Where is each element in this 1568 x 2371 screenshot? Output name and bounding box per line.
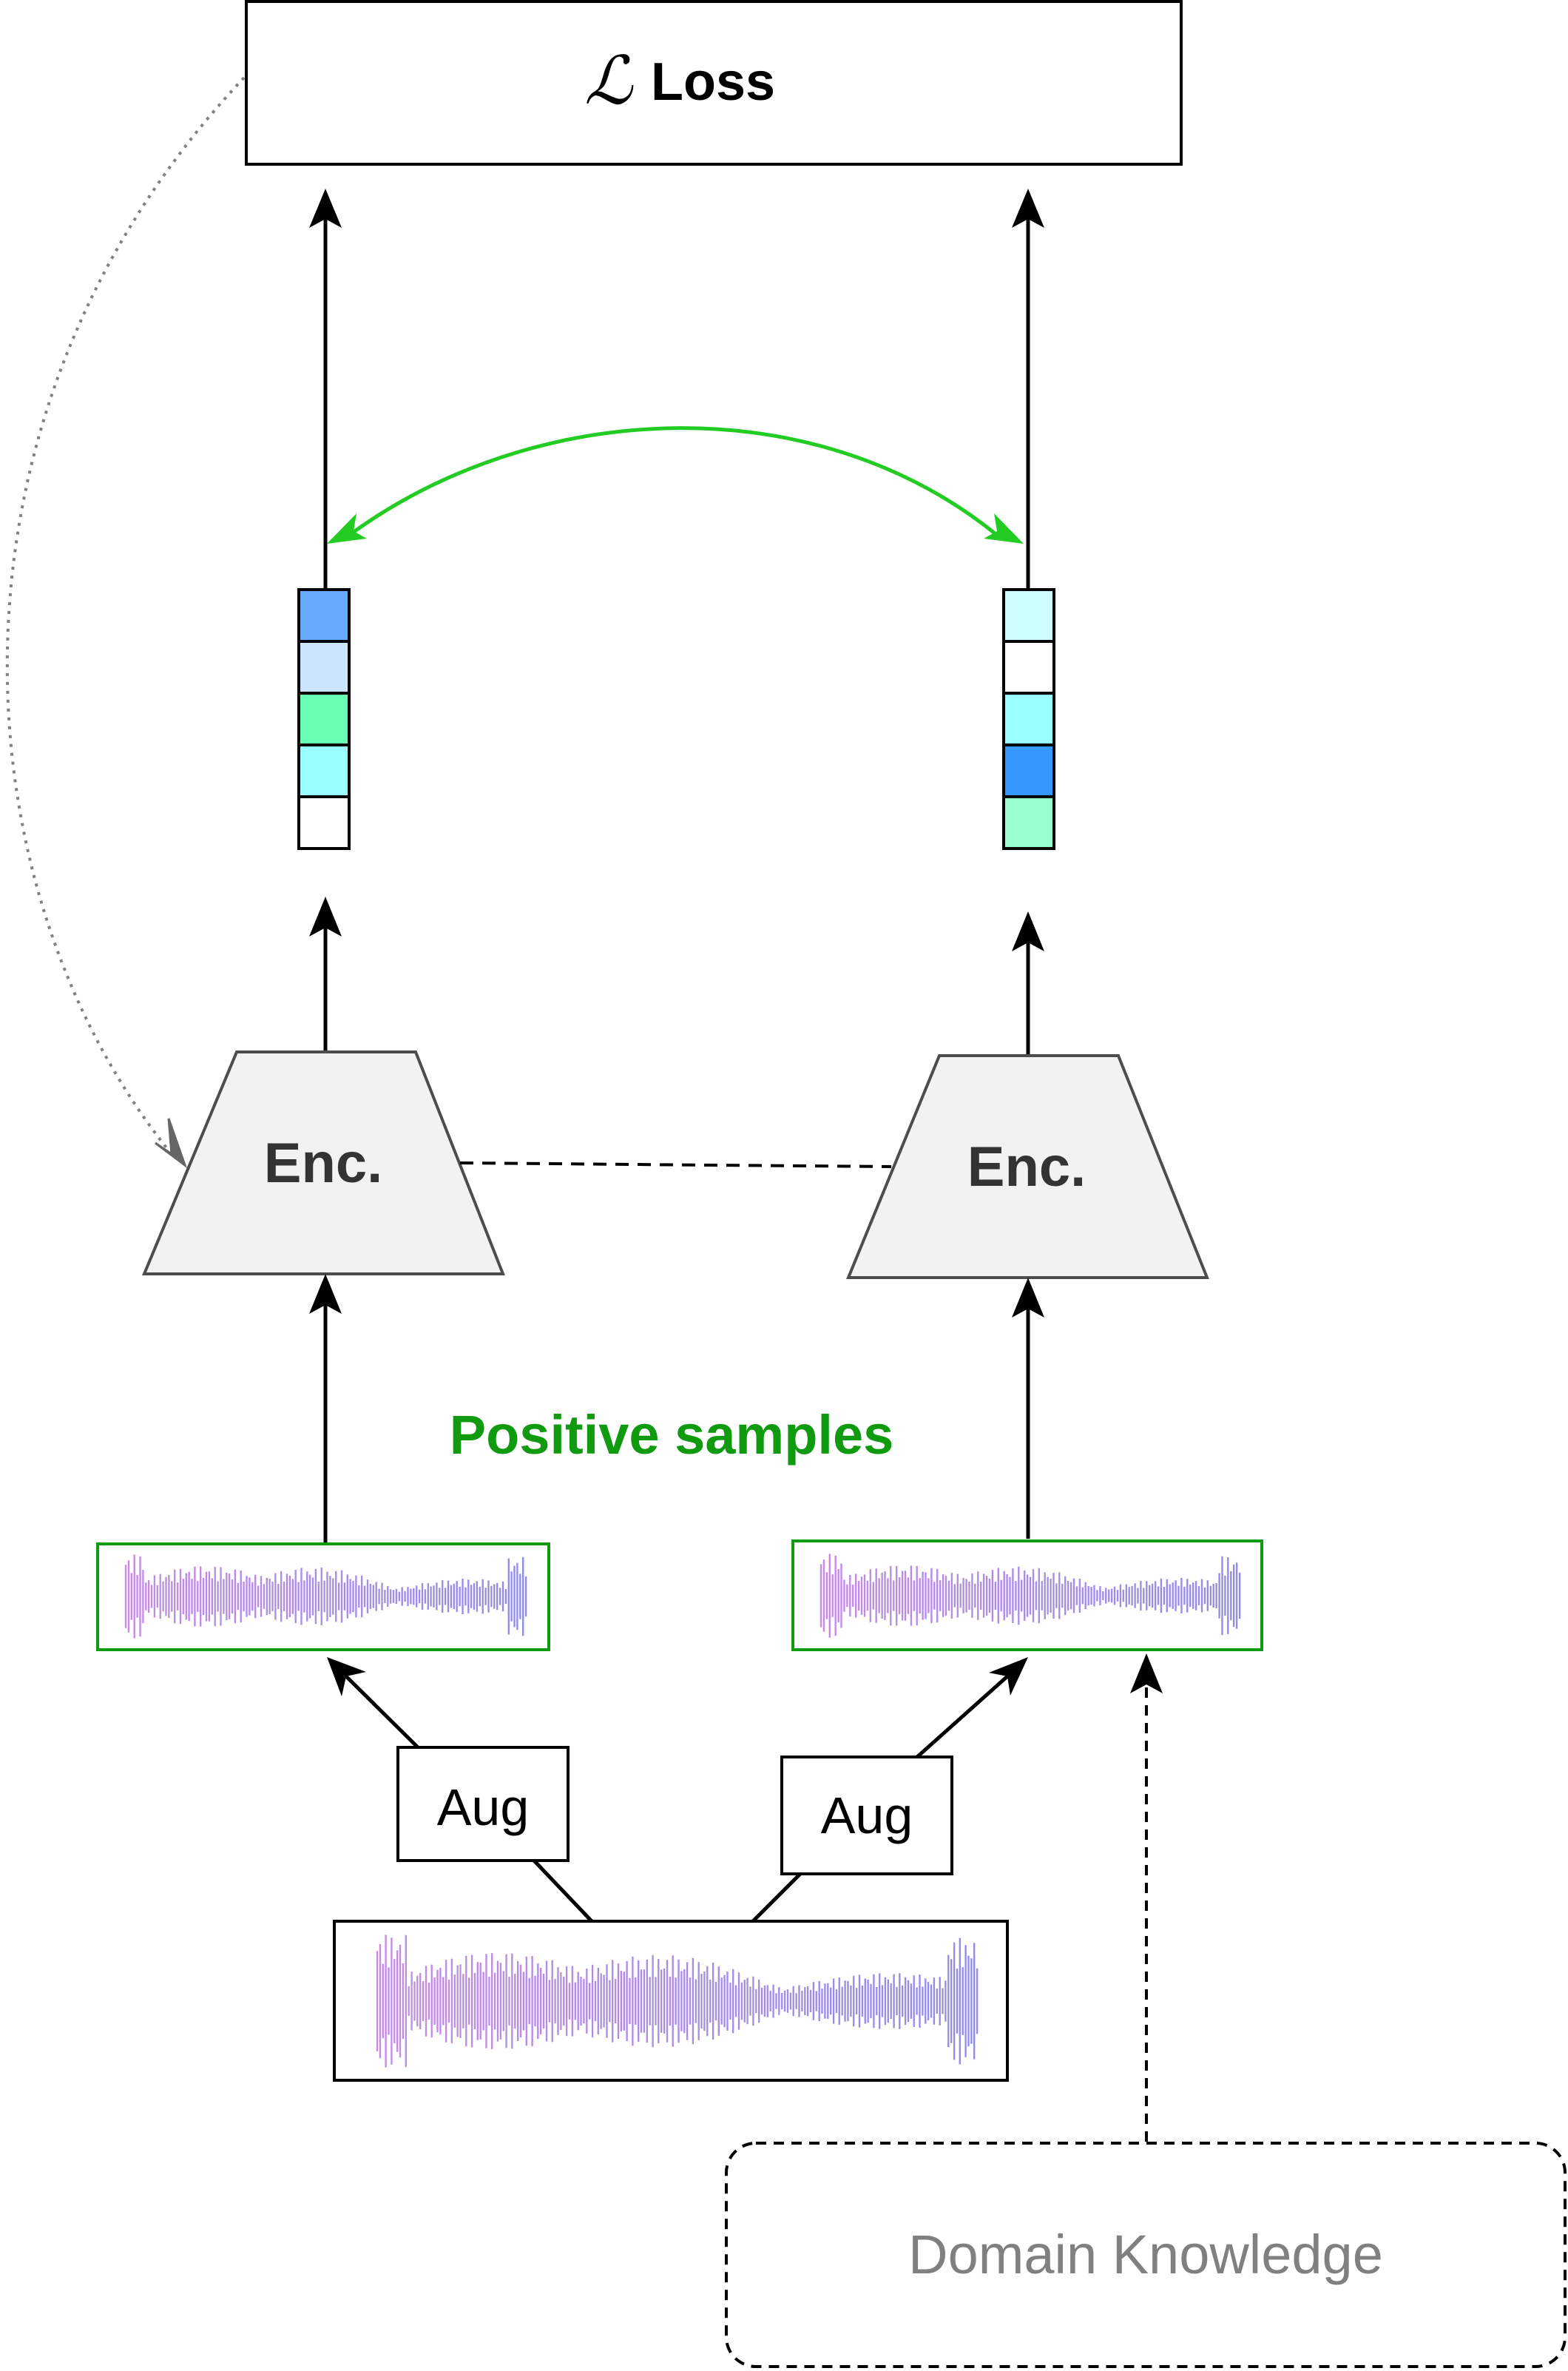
right-sample-waveform <box>820 1554 1241 1638</box>
left-encoder-input-arrow <box>309 1274 342 1542</box>
right-embedding-cell <box>1002 743 1055 798</box>
left-aug-label: Aug <box>437 1778 530 1836</box>
left-aug-arrow <box>327 1657 419 1749</box>
left-output-arrow <box>309 189 342 588</box>
loss-feedback-arrow <box>5 76 246 1169</box>
left-embedding-cell <box>297 640 351 695</box>
right-embedding-vector <box>1002 588 1055 850</box>
left-encoder-label: Enc. <box>264 1132 383 1195</box>
right-encoder-output-arrow <box>1012 911 1044 1054</box>
right-encoder-label: Enc. <box>967 1136 1087 1198</box>
right-embedding-cell <box>1002 692 1055 746</box>
right-encoder-input-arrow <box>1012 1278 1044 1539</box>
shared-weights-link <box>459 1161 892 1168</box>
original-sample <box>333 1920 1009 2082</box>
left-embedding-cell <box>297 588 351 643</box>
loss-label: Loss <box>651 53 775 112</box>
right-aug-arrow <box>916 1657 1028 1758</box>
loss-box: ℒ Loss <box>245 0 1183 166</box>
left-encoder-output-arrow <box>309 897 342 1050</box>
left-encoder: Enc. <box>142 1050 505 1275</box>
left-positive-sample <box>96 1542 550 1651</box>
domain-knowledge-arrow <box>1130 1653 1163 2142</box>
right-positive-sample <box>791 1539 1263 1651</box>
domain-knowledge-box: Domain Knowledge <box>725 2142 1567 2368</box>
left-embedding-cell <box>297 743 351 798</box>
left-sample-waveform <box>124 1554 527 1639</box>
right-output-arrow <box>1012 189 1044 588</box>
left-embedding-cell <box>297 692 351 746</box>
right-embedding-cell <box>1002 795 1055 850</box>
right-aug-label: Aug <box>821 1787 913 1844</box>
domain-knowledge-label: Domain Knowledge <box>908 2224 1383 2285</box>
similarity-arrow <box>327 426 1024 544</box>
right-embedding-cell <box>1002 640 1055 695</box>
left-aug-input-line <box>533 1859 593 1923</box>
right-embedding-cell <box>1002 588 1055 643</box>
positive-samples-label: Positive samples <box>450 1404 894 1466</box>
right-aug-box: Aug <box>780 1756 953 1875</box>
right-encoder: Enc. <box>846 1054 1209 1279</box>
original-sample-waveform <box>376 1935 979 2068</box>
left-aug-box: Aug <box>396 1746 570 1862</box>
left-embedding-cell <box>297 795 351 850</box>
right-aug-input-line <box>751 1872 802 1923</box>
loss-symbol: ℒ <box>584 44 634 118</box>
left-embedding-vector <box>297 588 351 850</box>
